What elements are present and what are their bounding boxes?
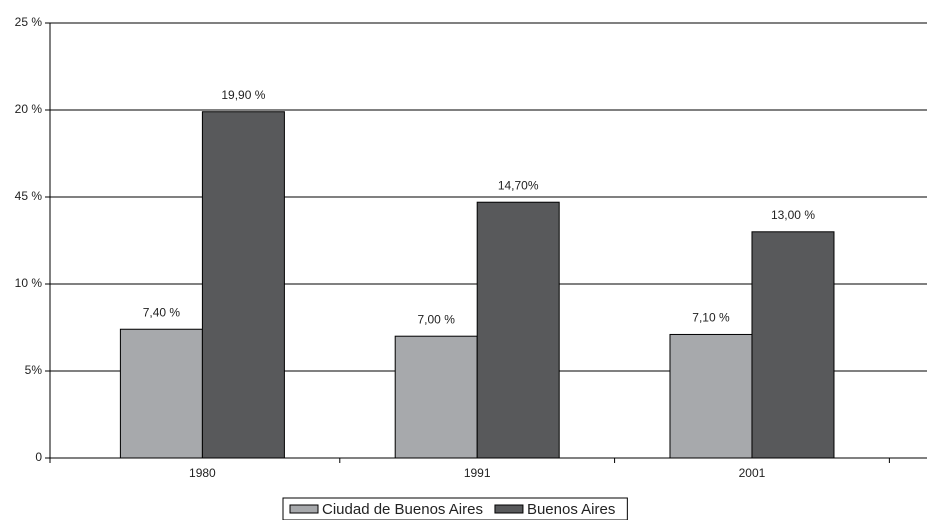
legend-box <box>282 497 628 520</box>
legend-label: Ciudad de Buenos Aires <box>322 501 483 518</box>
bar <box>394 335 478 459</box>
y-tick-label: 45 % <box>15 189 43 203</box>
y-tick-label: 25 % <box>15 15 43 29</box>
value-label: 19,90 % <box>221 88 265 102</box>
bar <box>201 111 285 459</box>
value-label: 14,70% <box>498 178 539 192</box>
bar <box>669 333 753 459</box>
bar <box>476 201 560 459</box>
legend-label: Buenos Aires <box>527 501 615 518</box>
value-label: 7,00 % <box>418 312 456 326</box>
bar <box>119 328 203 459</box>
x-tick-label: 1980 <box>189 466 216 480</box>
y-tick-label: 10 % <box>15 276 43 290</box>
legend: Ciudad de Buenos Aires Buenos Aires <box>282 497 628 520</box>
y-tick-label: 0 <box>35 450 42 464</box>
legend-swatch <box>494 504 524 514</box>
value-label: 7,10 % <box>692 311 730 325</box>
value-label: 13,00 % <box>771 208 815 222</box>
legend-swatch <box>289 504 319 514</box>
x-tick-label: 2001 <box>739 466 766 480</box>
x-tick-label: 1991 <box>464 466 491 480</box>
value-label: 7,40 % <box>143 305 181 319</box>
y-tick-label: 5% <box>25 363 43 377</box>
y-tick-label: 20 % <box>15 102 43 116</box>
bar <box>751 231 835 459</box>
